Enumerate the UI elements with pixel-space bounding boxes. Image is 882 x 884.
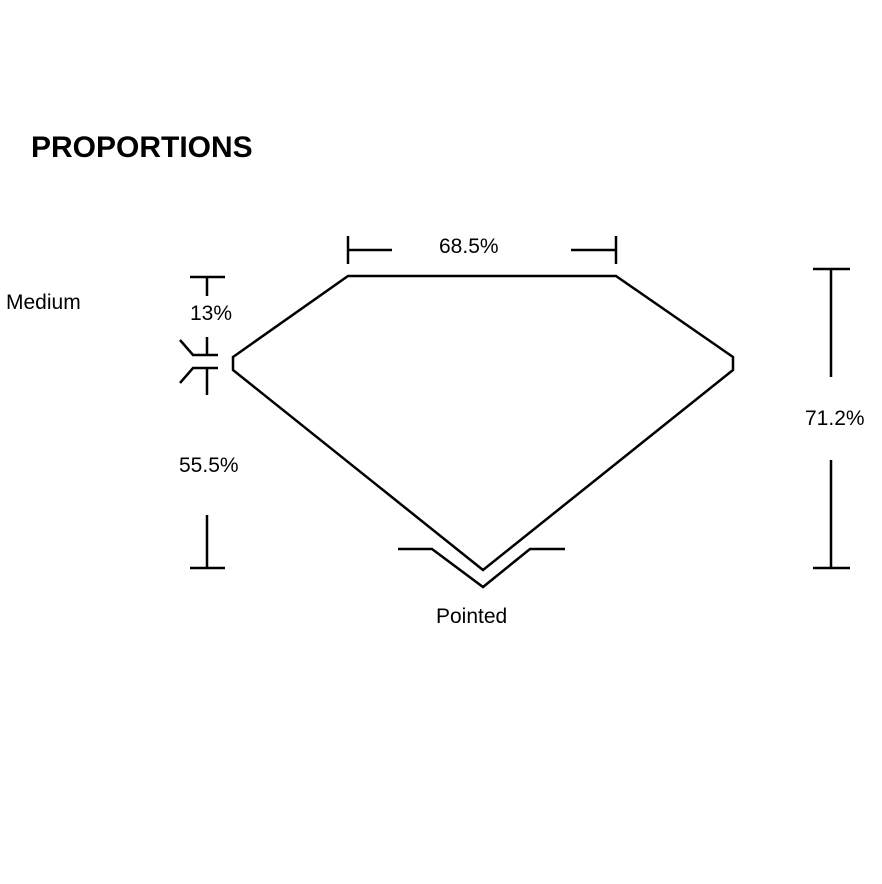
diamond-outline [231,274,735,572]
total-depth-label: 71.2% [805,407,865,430]
crown-label: 13% [190,302,233,325]
total-depth-dimension [813,267,850,570]
page-title: PROPORTIONS [31,131,253,164]
culet-label: Pointed [436,605,508,628]
pavilion-dimension [190,368,225,570]
pavilion-label: 55.5% [179,454,239,477]
table-label: 68.5% [439,235,499,258]
girdle-label: Medium [6,291,81,314]
crown-dimension [190,275,225,355]
table-dimension [346,236,618,264]
culet-marker [398,547,565,589]
girdle-marker [179,339,218,384]
